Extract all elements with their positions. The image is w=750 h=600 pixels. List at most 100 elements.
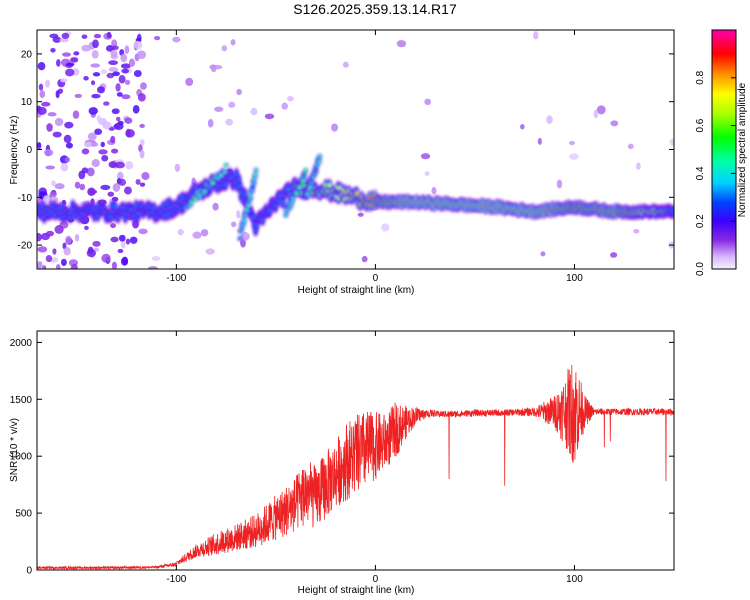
noise-blob	[70, 263, 78, 269]
noise-blob	[55, 263, 61, 269]
noise-blob	[41, 101, 51, 107]
streak-core	[294, 191, 299, 196]
noise-blob	[107, 191, 115, 197]
noise-blob	[121, 68, 130, 74]
snr-y-tick-label: 0	[26, 566, 32, 577]
noise-blob	[124, 186, 132, 195]
noise-blob	[174, 163, 181, 172]
noise-blob	[230, 39, 236, 46]
noise-blob	[65, 235, 72, 245]
noise-blob	[124, 45, 130, 54]
snr-series-line	[37, 365, 674, 570]
snr-x-label: Height of straight line (km)	[298, 585, 415, 596]
snr-x-tick-label: 100	[566, 574, 583, 585]
noise-blob	[74, 93, 83, 98]
noise-blob	[96, 86, 105, 94]
noise-blob	[37, 261, 43, 269]
colorbar-tick-label: 0.4	[695, 166, 706, 180]
noise-blob	[120, 240, 126, 249]
noise-blob	[342, 61, 349, 68]
noise-blob	[56, 59, 61, 67]
colorbar-gradient	[712, 30, 736, 269]
noise-blob	[115, 161, 125, 169]
noise-blob	[546, 115, 553, 124]
noise-blob	[112, 183, 121, 192]
ridge-mid	[242, 191, 248, 197]
spectrogram-y-tick-label: -10	[18, 193, 33, 204]
noise-blob	[115, 83, 121, 92]
spectrogram-x-label: Height of straight line (km)	[298, 285, 415, 296]
spectrogram-x-tick-label: 100	[566, 273, 583, 284]
noise-blob	[556, 179, 563, 189]
noise-blob	[73, 51, 80, 56]
noise-blob	[92, 240, 101, 247]
noise-blob	[113, 122, 124, 131]
noise-blob	[133, 40, 143, 50]
snr-y-tick-label: 500	[15, 509, 32, 520]
noise-blob	[90, 63, 101, 68]
spectrogram-x-tick-label: 0	[373, 273, 379, 284]
spectrogram-y-tick-label: 20	[21, 49, 33, 60]
noise-blob	[110, 135, 116, 144]
noise-blob	[45, 230, 55, 237]
noise-blob	[65, 68, 75, 77]
noise-blob	[205, 248, 215, 255]
noise-blob	[57, 88, 64, 94]
noise-blob	[37, 142, 42, 150]
spectrogram-y-tick-label: 10	[21, 97, 33, 108]
noise-blob	[63, 134, 72, 144]
streak-core	[245, 208, 249, 212]
noise-blob	[43, 149, 54, 157]
noise-blob	[61, 258, 67, 267]
streak-core	[254, 168, 258, 173]
noise-blob	[81, 44, 91, 52]
noise-blob	[42, 265, 47, 269]
noise-blob	[136, 50, 147, 60]
noise-blob	[596, 105, 606, 115]
noise-blob	[47, 112, 57, 117]
colorbar-axis: 0.0 0.2 0.4 0.6 0.8	[695, 29, 737, 276]
colorbar-tick-label: 0.8	[695, 70, 706, 84]
noise-blob	[357, 212, 364, 217]
noise-blob	[537, 137, 542, 145]
colorbar-tick-label: 0.2	[695, 214, 706, 228]
snr-frame	[36, 330, 675, 571]
noise-blob	[100, 184, 111, 191]
noise-blob	[98, 149, 108, 155]
streak-core	[253, 173, 258, 177]
ridge-core	[355, 191, 360, 196]
spectrogram-y-tick-label: 0	[26, 145, 32, 156]
noise-blob	[111, 261, 118, 269]
noise-blob	[45, 165, 56, 170]
streak-core	[317, 159, 322, 164]
noise-blob	[38, 83, 44, 91]
noise-blob	[37, 246, 48, 253]
snr-y-axis: 0 500 1000 1500 2000	[10, 338, 674, 577]
streak-core	[189, 200, 194, 204]
noise-blob	[90, 80, 96, 86]
streak-core	[224, 163, 228, 168]
colorbar-frame	[711, 29, 737, 270]
noise-blob	[116, 92, 123, 97]
snr-y-label: SNR (10 * v/v)	[9, 418, 20, 482]
noise-blob	[74, 233, 80, 242]
noise-blob	[79, 183, 86, 191]
noise-blob	[120, 53, 128, 63]
noise-blob	[72, 110, 80, 119]
noise-blob	[361, 255, 368, 263]
streak-core	[303, 168, 308, 173]
noise-blob	[214, 106, 224, 112]
noise-blob	[264, 113, 275, 120]
noise-blob	[91, 49, 99, 59]
noise-blob	[88, 107, 98, 115]
noise-blob	[92, 39, 99, 49]
streak-core	[317, 154, 322, 159]
noise-blob	[39, 90, 46, 99]
noise-blob	[91, 159, 100, 168]
noise-blob	[101, 253, 111, 263]
noise-blob	[60, 162, 69, 172]
noise-blob	[129, 236, 138, 244]
spectrogram-image	[37, 31, 674, 269]
